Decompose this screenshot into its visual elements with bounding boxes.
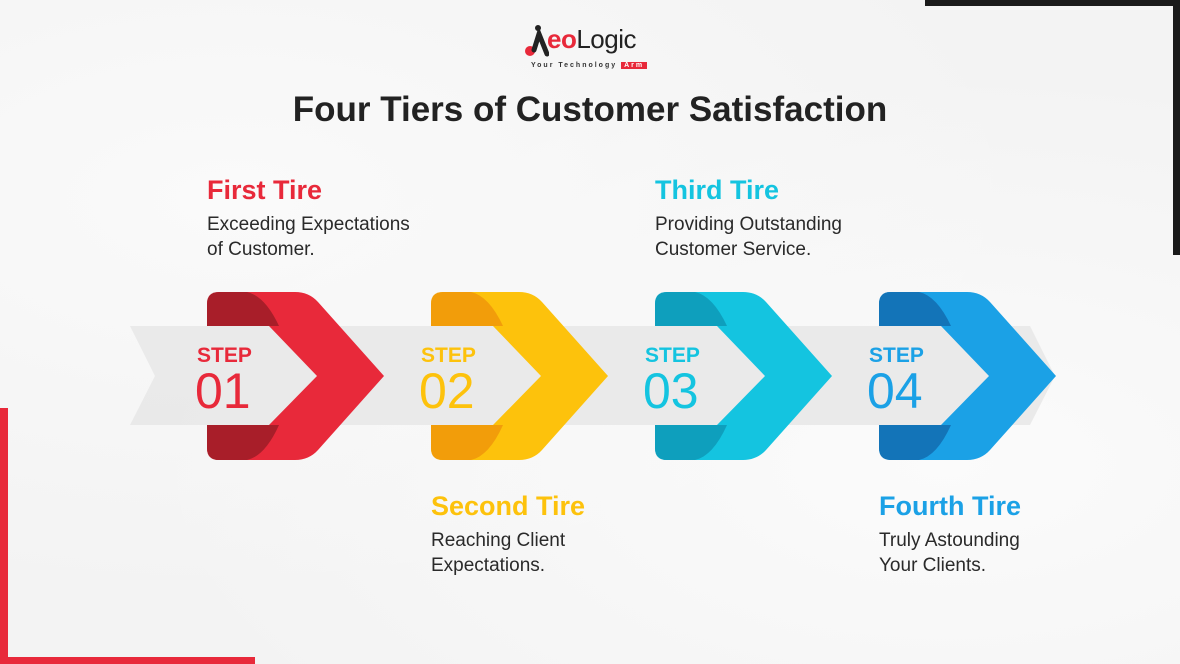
corner-decoration-top-right-vertical [1173,0,1180,255]
step-number: 01 [195,363,251,419]
description-line: Customer Service. [655,239,812,260]
description-line: Reaching Client [431,530,566,551]
step-number: 02 [419,363,475,419]
corner-decoration-top-right [925,0,1180,6]
step-1-chevron: STEP 01 [195,292,387,462]
tier-title: First Tire [207,175,323,205]
tier-2-text: Second Tire Reaching Client Expectations. [431,491,585,578]
chevron-shape [655,292,832,460]
logo-tagline: Your Technology Arm [531,62,648,69]
tier-4-text: Fourth Tire Truly Astounding Your Clients… [879,491,1021,578]
tier-description: Reaching Client Expectations. [431,528,585,578]
description-line: Expectations. [431,555,546,576]
page-title: Four Tiers of Customer Satisfaction [292,90,888,129]
step-number: 03 [643,363,699,419]
tier-description: Truly Astounding Your Clients. [879,528,1021,578]
step-label: STEP [421,344,476,367]
step-number: 04 [867,363,923,419]
step-label: STEP [197,344,252,367]
description-line: of Customer. [207,239,315,260]
description-line: Exceeding Expectations [207,214,410,235]
step-3-chevron: STEP 03 [643,292,835,462]
corner-decoration-bottom-left-horizontal [0,657,255,664]
tier-title: Second Tire [431,491,586,521]
tier-title: Third Tire [655,175,780,205]
chevron-shape [879,292,1056,460]
step-2-chevron: STEP 02 [419,292,611,462]
step-label: STEP [645,344,700,367]
tier-description: Providing Outstanding Customer Service. [655,212,842,262]
tier-3-text: Third Tire Providing Outstanding Customer… [655,175,842,262]
logo: eoLogic Your Technology Arm [525,22,660,74]
tier-title: Fourth Tire [879,491,1022,521]
tier-1-text: First Tire Exceeding Expectations of Cust… [207,175,410,262]
chevron-shape [207,292,384,460]
logo-mark-icon [525,25,549,57]
step-4-chevron: STEP 04 [867,292,1059,462]
description-line: Truly Astounding [879,530,1020,551]
chevron-shape [431,292,608,460]
logo-wordmark: eoLogic [547,24,636,54]
step-label: STEP [869,344,924,367]
tier-description: Exceeding Expectations of Customer. [207,212,410,262]
description-line: Your Clients. [879,555,987,576]
description-line: Providing Outstanding [655,214,842,235]
corner-decoration-bottom-left [0,408,8,664]
